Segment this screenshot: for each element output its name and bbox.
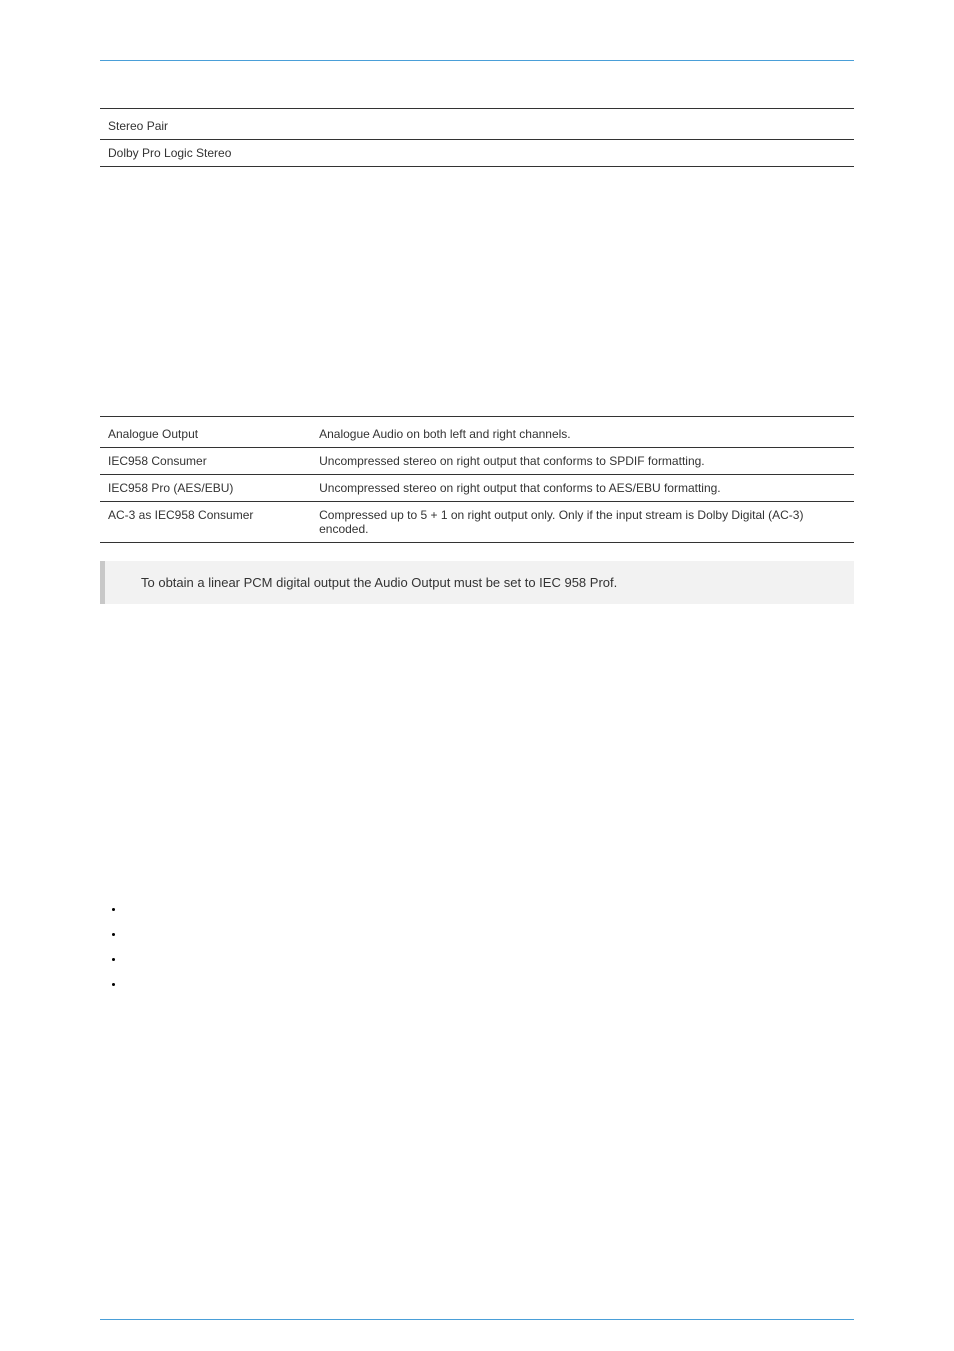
table-header-cell — [100, 404, 311, 417]
table-row: Dolby Pro Logic Stereo — [100, 140, 854, 167]
table-header-row — [100, 404, 854, 417]
bullet-list — [124, 904, 854, 990]
table-row: Analogue Output Analogue Audio on both l… — [100, 421, 854, 448]
table-cell — [311, 113, 854, 140]
note-callout: To obtain a linear PCM digital output th… — [100, 561, 854, 604]
table-header-cell — [311, 404, 854, 417]
table-cell: Stereo Pair — [100, 113, 311, 140]
table-cell: IEC958 Consumer — [100, 448, 311, 475]
list-item — [124, 954, 854, 965]
table-cell: Uncompressed stereo on right output that… — [311, 448, 854, 475]
header-rule — [100, 60, 854, 61]
note-text: To obtain a linear PCM digital output th… — [141, 575, 617, 590]
list-item — [124, 979, 854, 990]
section-gap — [100, 179, 854, 404]
table-cell: Analogue Audio on both left and right ch… — [311, 421, 854, 448]
table-cell: IEC958 Pro (AES/EBU) — [100, 475, 311, 502]
table-cell: Dolby Pro Logic Stereo — [100, 140, 311, 167]
table-cell: AC-3 as IEC958 Consumer — [100, 502, 311, 543]
table-header-cell — [100, 96, 311, 109]
table-cell: Uncompressed stereo on right output that… — [311, 475, 854, 502]
table-header-cell — [311, 96, 854, 109]
list-item — [124, 904, 854, 915]
table-row: IEC958 Pro (AES/EBU) Uncompressed stereo… — [100, 475, 854, 502]
downmix-table: Stereo Pair Dolby Pro Logic Stereo — [100, 96, 854, 167]
table-cell: Analogue Output — [100, 421, 311, 448]
table-cell — [311, 140, 854, 167]
audio-output-table: Analogue Output Analogue Audio on both l… — [100, 404, 854, 543]
list-item — [124, 929, 854, 940]
table-row: IEC958 Consumer Uncompressed stereo on r… — [100, 448, 854, 475]
table-cell: Compressed up to 5 + 1 on right output o… — [311, 502, 854, 543]
table-row: AC-3 as IEC958 Consumer Compressed up to… — [100, 502, 854, 543]
footer-rule — [100, 1319, 854, 1321]
table-header-row — [100, 96, 854, 109]
table-row: Stereo Pair — [100, 113, 854, 140]
